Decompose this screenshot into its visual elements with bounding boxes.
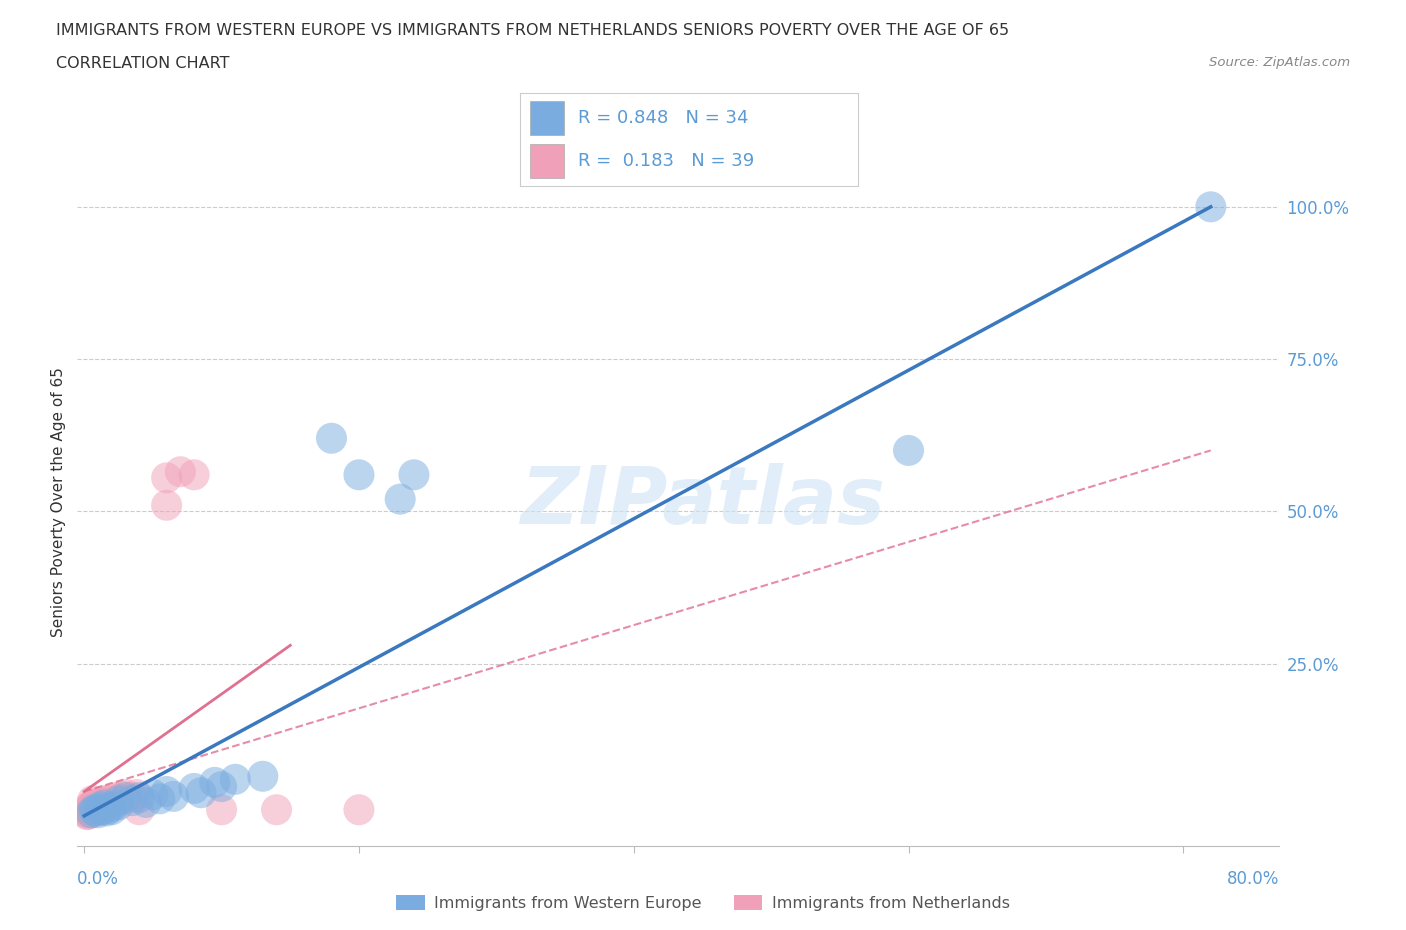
Point	[169, 464, 191, 479]
Point	[224, 772, 246, 787]
Point	[156, 471, 179, 485]
Point	[347, 803, 370, 817]
Text: 80.0%: 80.0%	[1227, 870, 1279, 888]
Point	[156, 784, 179, 799]
Text: CORRELATION CHART: CORRELATION CHART	[56, 56, 229, 71]
Point	[83, 803, 105, 817]
Point	[402, 468, 425, 483]
Point	[128, 790, 150, 805]
Y-axis label: Seniors Poverty Over the Age of 65: Seniors Poverty Over the Age of 65	[51, 367, 66, 637]
Point	[183, 468, 205, 483]
Text: R =  0.183   N = 39: R = 0.183 N = 39	[578, 152, 754, 170]
Point	[107, 797, 129, 812]
Text: R = 0.848   N = 34: R = 0.848 N = 34	[578, 109, 748, 127]
Point	[162, 789, 184, 804]
Point	[83, 796, 105, 811]
Bar	[530, 101, 564, 135]
Point	[266, 803, 288, 817]
Point	[94, 793, 117, 808]
Text: ZIPatlas: ZIPatlas	[520, 463, 884, 541]
Point	[77, 806, 100, 821]
Point	[82, 793, 104, 808]
Point	[79, 799, 101, 814]
Point	[183, 781, 205, 796]
Point	[100, 799, 122, 814]
Point	[347, 468, 370, 483]
Point	[82, 797, 104, 812]
Point	[87, 804, 110, 818]
Point	[90, 799, 112, 814]
Point	[321, 431, 343, 445]
Point	[96, 799, 118, 814]
Point	[100, 796, 122, 811]
Point	[111, 789, 134, 804]
Point	[76, 805, 98, 820]
Point	[80, 805, 103, 820]
Point	[897, 443, 920, 458]
Text: 0.0%: 0.0%	[77, 870, 120, 888]
Point	[135, 795, 157, 810]
Text: Source: ZipAtlas.com: Source: ZipAtlas.com	[1209, 56, 1350, 69]
Point	[87, 801, 110, 816]
Point	[76, 807, 98, 822]
Point	[87, 797, 110, 812]
Point	[190, 785, 212, 800]
Point	[114, 790, 136, 805]
Point	[90, 795, 112, 810]
Point	[90, 799, 112, 814]
Point	[252, 769, 274, 784]
Point	[149, 791, 172, 806]
Point	[84, 799, 107, 814]
Legend: Immigrants from Western Europe, Immigrants from Netherlands: Immigrants from Western Europe, Immigran…	[389, 889, 1017, 917]
Point	[389, 492, 412, 507]
Text: IMMIGRANTS FROM WESTERN EUROPE VS IMMIGRANTS FROM NETHERLANDS SENIORS POVERTY OV: IMMIGRANTS FROM WESTERN EUROPE VS IMMIGR…	[56, 23, 1010, 38]
Point	[107, 791, 129, 806]
Point	[156, 498, 179, 512]
Point	[125, 787, 148, 802]
Point	[80, 805, 103, 820]
Point	[1199, 199, 1222, 214]
Point	[97, 801, 120, 816]
Point	[83, 803, 105, 817]
Point	[94, 797, 117, 812]
Point	[80, 801, 103, 816]
Point	[114, 787, 136, 802]
Point	[91, 803, 114, 817]
Bar	[530, 144, 564, 178]
Point	[82, 804, 104, 818]
Point	[142, 787, 165, 802]
Point	[103, 790, 125, 805]
Point	[97, 793, 120, 808]
Point	[84, 804, 107, 818]
Point	[96, 804, 118, 818]
Point	[121, 793, 143, 808]
Point	[87, 805, 110, 820]
Point	[211, 803, 233, 817]
Point	[204, 775, 226, 790]
Point	[100, 803, 122, 817]
Point	[91, 803, 114, 817]
Point	[211, 779, 233, 794]
Point	[77, 804, 100, 819]
Point	[79, 803, 101, 817]
Point	[86, 801, 108, 816]
Point	[107, 793, 129, 808]
Point	[128, 803, 150, 817]
Point	[94, 797, 117, 812]
Point	[121, 790, 143, 805]
